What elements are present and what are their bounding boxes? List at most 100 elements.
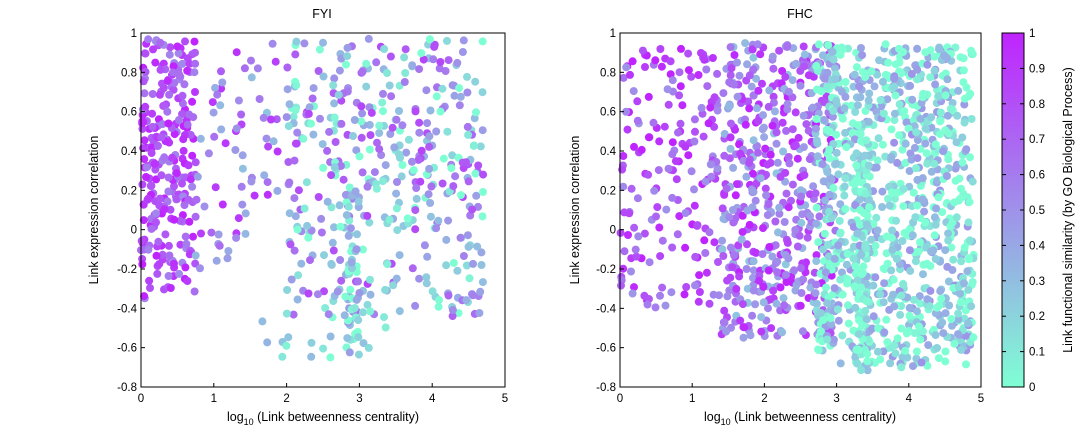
scatter-point xyxy=(865,89,874,98)
scatter-point xyxy=(780,218,789,226)
scatter-point xyxy=(365,120,374,129)
scatter-point xyxy=(883,259,892,268)
scatter-point xyxy=(904,124,913,133)
scatter-point xyxy=(738,211,747,220)
scatter-point xyxy=(357,133,366,142)
scatter-point xyxy=(218,200,227,209)
scatter-point xyxy=(186,130,195,139)
scatter-point xyxy=(879,109,888,118)
scatter-point xyxy=(784,153,793,161)
scatter-point xyxy=(661,301,670,310)
scatter-point xyxy=(885,201,894,210)
scatter-point xyxy=(343,52,352,61)
scatter-point xyxy=(309,130,318,139)
scatter-point xyxy=(761,184,770,193)
scatter-point xyxy=(890,116,899,125)
scatter-point xyxy=(836,275,845,284)
scatter-point xyxy=(703,82,712,91)
scatter-point xyxy=(462,158,470,167)
scatter-point xyxy=(375,145,384,154)
scatter-point xyxy=(627,267,635,276)
scatter-point xyxy=(818,51,827,60)
x-tick-label: 4 xyxy=(906,393,913,405)
scatter-point xyxy=(290,246,299,255)
scatter-point xyxy=(624,231,632,239)
scatter-point xyxy=(856,93,865,102)
scatter-point xyxy=(429,55,438,64)
scatter-point xyxy=(857,44,865,52)
scatter-point xyxy=(964,285,973,294)
scatter-point xyxy=(844,301,852,310)
scatter-point xyxy=(355,289,364,297)
scatter-point xyxy=(285,209,294,218)
scatter-point xyxy=(153,142,162,150)
scatter-point xyxy=(691,281,699,290)
scatter-point xyxy=(317,228,326,237)
scatter-point xyxy=(825,154,834,163)
scatter-point xyxy=(157,133,166,142)
scatter-point xyxy=(848,128,857,137)
scatter-point xyxy=(289,112,298,121)
scatter-point xyxy=(759,111,767,120)
scatter-point xyxy=(302,178,311,187)
scatter-point xyxy=(342,211,351,220)
scatter-point xyxy=(857,250,866,259)
scatter-point xyxy=(684,49,693,58)
scatter-point xyxy=(812,251,821,260)
scatter-point xyxy=(323,197,332,206)
scatter-point xyxy=(337,119,346,128)
scatter-point xyxy=(138,260,147,269)
scatter-point xyxy=(958,158,967,167)
scatter-point xyxy=(890,138,899,147)
scatter-point xyxy=(478,126,487,135)
scatter-point xyxy=(668,138,677,147)
scatter-point xyxy=(468,291,477,300)
scatter-point xyxy=(278,352,287,361)
y-tick-label: 1 xyxy=(131,28,137,40)
scatter-point xyxy=(155,90,164,99)
scatter-point xyxy=(827,271,836,280)
scatter-point xyxy=(170,130,179,139)
scatter-point xyxy=(231,146,240,154)
scatter-point xyxy=(428,287,437,296)
scatter-point xyxy=(918,174,927,183)
scatter-point xyxy=(327,260,336,269)
scatter-point xyxy=(375,121,384,130)
scatter-point xyxy=(723,276,732,285)
scatter-point xyxy=(463,122,472,131)
scatter-point xyxy=(638,46,647,55)
scatter-point xyxy=(619,152,628,160)
scatter-point xyxy=(864,96,873,105)
scatter-point xyxy=(432,127,441,136)
scatter-point xyxy=(380,45,389,53)
scatter-point xyxy=(783,100,792,109)
scatter-point xyxy=(317,214,326,223)
scatter-point xyxy=(365,218,374,227)
scatter-point xyxy=(645,258,654,267)
scatter-point xyxy=(936,116,945,125)
scatter-panel-fhc: FHC 0 1 2 3 4 5 -0.8 -0.6 -0.4 -0.2 0 0.2 0.4 0.6 0.8 1… xyxy=(568,7,984,427)
scatter-point xyxy=(425,35,434,44)
scatter-panel-fyi: FYI 0 1 2 3 4 5 -0.8 -0.6 -0.4 -0.2 0 0.2 0.4 0.6 0.8 1… xyxy=(87,7,508,427)
scatter-point xyxy=(464,177,473,186)
scatter-point xyxy=(667,288,676,297)
scatter-point xyxy=(313,290,322,299)
scatter-point xyxy=(477,261,486,269)
scatter-point xyxy=(861,306,870,315)
scatter-point xyxy=(401,69,410,77)
scatter-point xyxy=(783,42,792,51)
scatter-point xyxy=(147,149,156,157)
scatter-point xyxy=(179,135,188,144)
scatter-point xyxy=(919,270,927,279)
scatter-point xyxy=(936,287,945,296)
scatter-point xyxy=(797,218,806,227)
scatter-point xyxy=(334,91,343,99)
x-axis-label: log10 (Link betweenness centrality) xyxy=(227,410,419,427)
scatter-point xyxy=(698,109,707,118)
colorbar-ticks: 0 0.1 0.2 0.3 0.4 0.5 0.6 0.7 0.8 0.9 1 xyxy=(1002,28,1046,394)
scatter-point xyxy=(898,237,907,245)
scatter-point xyxy=(183,66,192,75)
scatter-point xyxy=(926,73,935,82)
scatter-point xyxy=(378,98,387,107)
